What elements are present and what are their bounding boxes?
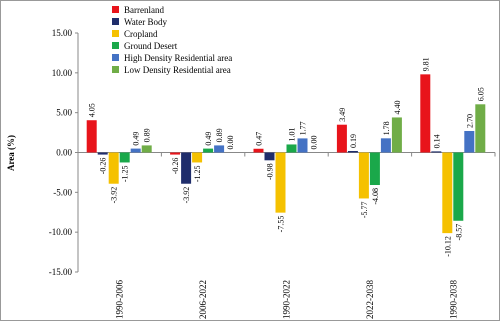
legend-label: Barrenland	[124, 5, 164, 15]
value-label: 1.78	[382, 121, 391, 135]
value-label: -7.55	[277, 216, 286, 233]
value-label: -1.25	[193, 165, 202, 182]
value-label: -1.25	[121, 165, 130, 182]
bar	[464, 130, 475, 153]
x-tick-label: 2006-2022	[198, 280, 208, 319]
bar	[431, 151, 442, 153]
legend-swatch	[112, 18, 119, 25]
legend-label: High Density Residential area	[124, 53, 232, 63]
value-label: -4.08	[371, 188, 380, 205]
y-tick-label: 15.00	[52, 28, 73, 38]
bar	[253, 148, 264, 153]
legend-swatch	[112, 66, 119, 73]
x-tick-label: 1990-2022	[282, 280, 292, 319]
x-tick-label: 2022-2038	[365, 280, 375, 319]
legend-label: Low Density Residential area	[124, 65, 231, 75]
y-tick-label: 5.00	[56, 108, 72, 118]
value-label: 0.19	[349, 134, 358, 148]
legend-swatch	[112, 42, 119, 49]
bar	[275, 152, 286, 213]
value-label: -0.98	[266, 163, 275, 180]
value-label: -3.92	[182, 187, 191, 204]
value-label: 0.00	[310, 136, 319, 150]
legend-swatch	[112, 30, 119, 37]
bar	[214, 145, 225, 153]
bar	[130, 148, 141, 153]
legend-swatch	[112, 6, 119, 13]
value-label: -0.26	[99, 158, 108, 175]
value-label: 9.81	[421, 57, 430, 71]
value-label: -8.57	[454, 224, 463, 241]
y-tick-label: 0.00	[56, 148, 72, 158]
value-label: 0.89	[215, 128, 224, 142]
bar	[369, 152, 380, 186]
bar	[181, 152, 192, 184]
bar	[108, 152, 119, 184]
y-tick-label: 10.00	[52, 68, 73, 78]
value-label: 2.70	[465, 114, 474, 128]
value-label: -10.12	[443, 236, 452, 257]
bar	[475, 104, 486, 153]
value-label: -0.26	[171, 158, 180, 175]
bar	[453, 152, 464, 221]
bar	[442, 152, 453, 234]
value-label: 4.40	[393, 100, 402, 114]
bar	[170, 152, 181, 155]
legend-swatch	[112, 54, 119, 61]
value-label: 3.49	[338, 108, 347, 122]
y-axis-label: Area (%)	[6, 135, 16, 171]
bar	[347, 150, 358, 153]
value-label: -3.92	[110, 187, 119, 204]
value-label: 1.01	[288, 127, 297, 141]
legend-label: Cropland	[124, 29, 158, 39]
value-label: 0.49	[132, 132, 141, 146]
y-tick-label: -5.00	[53, 187, 72, 197]
bar	[86, 120, 97, 153]
bar	[286, 144, 297, 153]
y-tick-label: -15.00	[49, 267, 73, 277]
bar	[97, 152, 108, 155]
value-label: 0.00	[226, 136, 235, 150]
y-tick-label: -10.00	[49, 227, 73, 237]
bar	[264, 152, 275, 161]
value-label: 0.14	[432, 134, 441, 148]
value-label: 0.89	[143, 128, 152, 142]
bar	[358, 152, 369, 199]
bar	[380, 138, 391, 153]
bar	[391, 117, 402, 153]
bar	[203, 148, 214, 153]
value-label: 4.05	[88, 103, 97, 117]
bar	[297, 138, 308, 153]
x-tick-label: 1990-2006	[115, 280, 125, 319]
bar	[192, 152, 203, 163]
value-label: 0.49	[204, 132, 213, 146]
bar	[119, 152, 130, 163]
value-label: 0.47	[255, 132, 264, 146]
value-label: 6.05	[476, 87, 485, 101]
legend-label: Ground Desert	[124, 41, 178, 51]
legend-label: Water Body	[124, 17, 168, 27]
x-tick-label: 1990-2038	[448, 280, 458, 319]
bar	[420, 74, 431, 153]
bar	[141, 145, 152, 153]
bar	[336, 124, 347, 153]
value-label: 1.77	[299, 121, 308, 135]
value-label: -5.77	[360, 201, 369, 218]
